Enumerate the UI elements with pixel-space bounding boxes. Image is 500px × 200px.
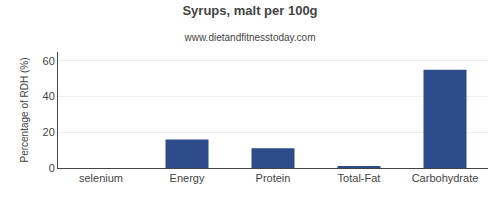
svg-text:40: 40: [43, 90, 55, 102]
svg-text:Protein: Protein: [256, 172, 291, 184]
svg-text:60: 60: [43, 55, 55, 67]
svg-text:Carbohydrate: Carbohydrate: [412, 172, 479, 184]
svg-text:0: 0: [49, 162, 55, 174]
svg-text:Syrups, malt per 100g: Syrups, malt per 100g: [182, 3, 317, 18]
svg-text:20: 20: [43, 126, 55, 138]
svg-text:Energy: Energy: [170, 172, 205, 184]
svg-text:selenium: selenium: [79, 172, 123, 184]
svg-text:Total-Fat: Total-Fat: [338, 172, 381, 184]
svg-text:www.dietandfitnesstoday.com: www.dietandfitnesstoday.com: [184, 32, 316, 43]
svg-text:Percentage of RDH (%): Percentage of RDH (%): [19, 57, 30, 162]
